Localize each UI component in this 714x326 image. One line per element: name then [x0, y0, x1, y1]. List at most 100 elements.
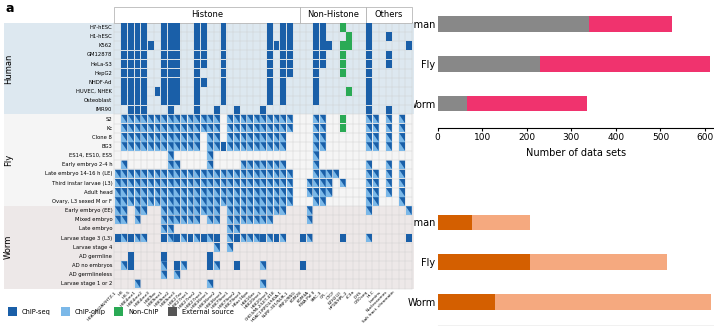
Polygon shape — [148, 170, 154, 178]
Polygon shape — [121, 161, 127, 169]
Bar — [320, 188, 326, 197]
Text: ES14, ES10, ES5: ES14, ES10, ES5 — [69, 153, 112, 158]
Bar — [438, 96, 466, 111]
Polygon shape — [320, 179, 326, 187]
Polygon shape — [247, 234, 253, 242]
Bar — [313, 170, 319, 178]
Bar — [227, 142, 233, 151]
Bar — [280, 23, 286, 32]
Bar — [313, 32, 319, 41]
Bar — [438, 16, 589, 32]
Bar — [174, 170, 180, 178]
Polygon shape — [247, 215, 253, 224]
Polygon shape — [208, 115, 213, 123]
Bar — [273, 206, 279, 215]
Polygon shape — [373, 142, 378, 151]
Bar — [306, 179, 313, 187]
Polygon shape — [148, 197, 154, 206]
Bar — [221, 96, 226, 105]
Bar — [201, 179, 206, 187]
Polygon shape — [154, 133, 161, 141]
Bar — [135, 133, 141, 141]
Bar — [135, 179, 141, 187]
Text: External source: External source — [182, 309, 233, 315]
Polygon shape — [366, 115, 372, 123]
Bar — [161, 51, 167, 59]
Bar — [280, 41, 286, 50]
Polygon shape — [287, 179, 293, 187]
Polygon shape — [320, 188, 326, 197]
Bar — [241, 215, 246, 224]
Bar — [313, 87, 319, 96]
Polygon shape — [261, 115, 266, 123]
Polygon shape — [148, 188, 154, 197]
Bar — [300, 234, 306, 242]
Bar — [161, 271, 167, 279]
Polygon shape — [227, 243, 233, 252]
Polygon shape — [208, 234, 213, 242]
Bar — [168, 69, 174, 78]
Polygon shape — [188, 115, 193, 123]
Bar — [399, 170, 405, 178]
Bar — [267, 60, 273, 68]
Polygon shape — [214, 215, 220, 224]
Bar — [253, 133, 259, 141]
Bar — [174, 78, 180, 87]
Polygon shape — [234, 225, 240, 233]
Polygon shape — [161, 215, 167, 224]
Bar — [148, 142, 154, 151]
Text: K562: K562 — [99, 43, 112, 48]
Bar — [161, 115, 167, 123]
Bar — [135, 115, 141, 123]
Polygon shape — [208, 124, 213, 132]
Polygon shape — [373, 115, 378, 123]
Text: NHDF-Ad: NHDF-Ad — [89, 80, 112, 85]
Bar — [261, 188, 266, 197]
Polygon shape — [168, 179, 174, 187]
Bar — [366, 142, 372, 151]
Bar — [148, 133, 154, 141]
Bar — [313, 115, 319, 123]
Bar — [540, 56, 710, 71]
Polygon shape — [267, 188, 273, 197]
Polygon shape — [373, 197, 378, 206]
Polygon shape — [121, 133, 127, 141]
Bar — [161, 188, 167, 197]
Polygon shape — [373, 170, 378, 178]
Polygon shape — [306, 188, 313, 197]
Text: Ovary, L3 sexed M or F: Ovary, L3 sexed M or F — [52, 199, 112, 204]
Polygon shape — [168, 161, 174, 169]
Bar — [181, 179, 187, 187]
Bar — [313, 51, 319, 59]
Bar — [168, 179, 174, 187]
Bar — [128, 197, 134, 206]
Bar — [174, 115, 180, 123]
Polygon shape — [267, 115, 273, 123]
Bar — [320, 41, 326, 50]
Polygon shape — [174, 197, 180, 206]
Bar — [141, 96, 147, 105]
Bar — [466, 96, 587, 111]
Polygon shape — [194, 197, 200, 206]
Bar — [306, 215, 313, 224]
Polygon shape — [194, 179, 200, 187]
Bar — [267, 206, 273, 215]
Text: Salt fract. chromatin: Salt fract. chromatin — [362, 290, 396, 324]
Bar — [366, 7, 412, 23]
Bar — [366, 96, 372, 105]
Bar — [154, 142, 161, 151]
Bar — [340, 124, 346, 132]
Polygon shape — [115, 197, 121, 206]
Bar — [121, 170, 127, 178]
Polygon shape — [194, 215, 200, 224]
Bar — [194, 215, 200, 224]
Bar — [340, 23, 346, 32]
Polygon shape — [214, 124, 220, 132]
Bar — [194, 78, 200, 87]
Bar — [247, 115, 253, 123]
Bar — [161, 179, 167, 187]
Polygon shape — [280, 170, 286, 178]
Polygon shape — [247, 206, 253, 215]
Bar — [214, 133, 220, 141]
Bar — [141, 115, 147, 123]
